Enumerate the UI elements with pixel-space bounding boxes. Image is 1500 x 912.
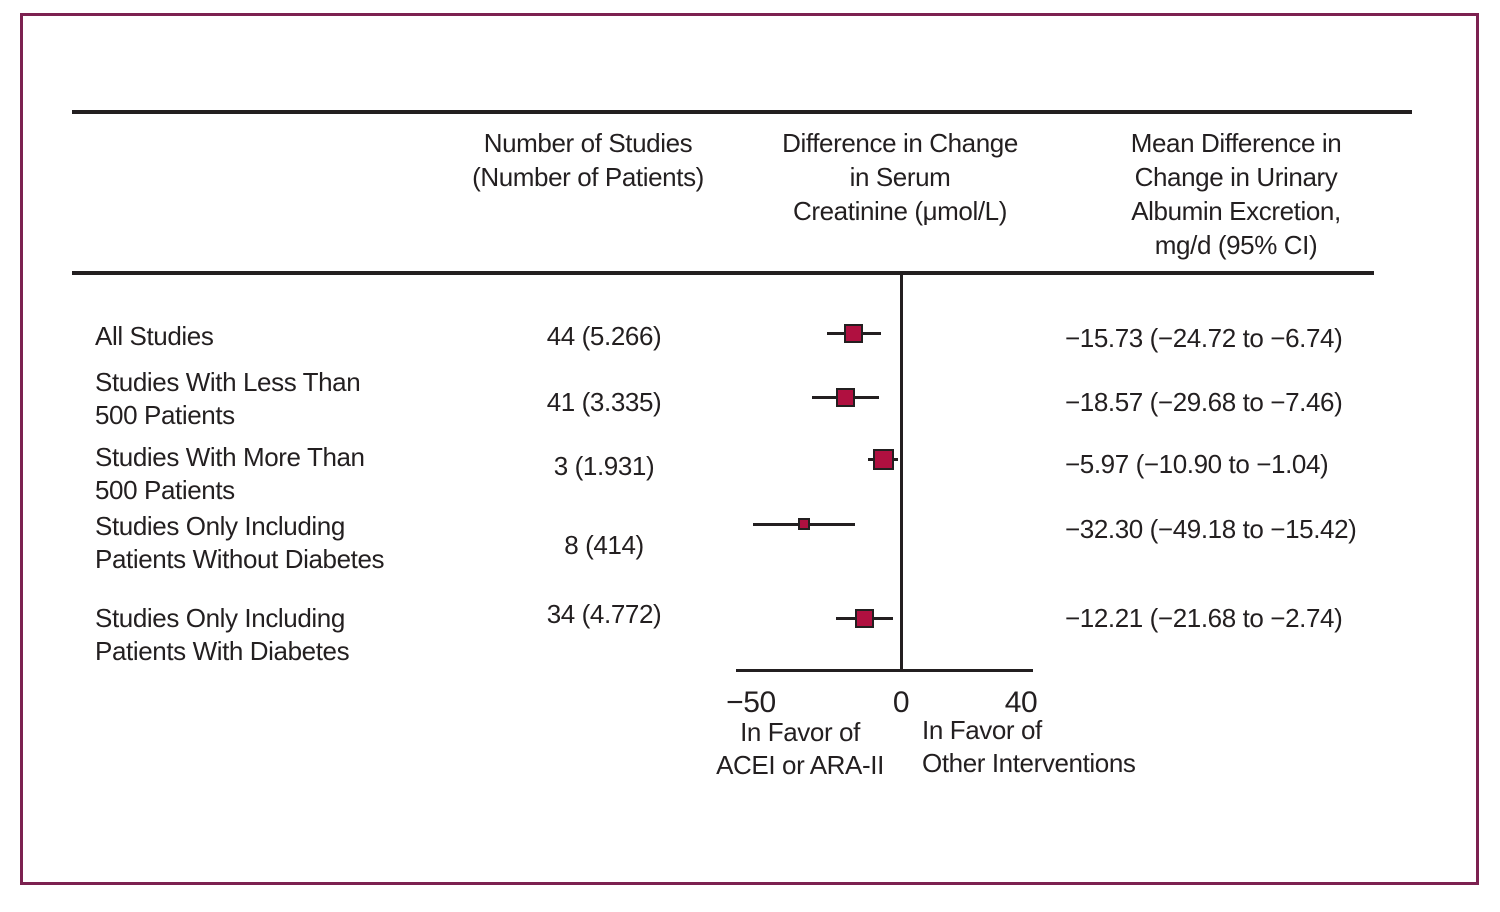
- row-label: Studies With More Than 500 Patients: [95, 442, 365, 505]
- mean-marker: [872, 448, 894, 470]
- row-ci-text: −12.21 (−21.68 to −2.74): [1065, 603, 1343, 633]
- row-label: Studies Only Including Patients Without …: [95, 511, 385, 574]
- figure-frame: [20, 13, 1479, 885]
- axis-note-favor-acei: In Favor of ACEI or ARA-II: [716, 717, 884, 780]
- row-ci-text: −32.30 (−49.18 to −15.42): [1065, 514, 1357, 544]
- row-studies-patients: 3 (1.931): [553, 451, 655, 481]
- row-label: Studies With Less Than 500 Patients: [95, 367, 361, 430]
- table-rule-top: [72, 110, 1412, 114]
- row-ci-text: −18.57 (−29.68 to −7.46): [1065, 387, 1343, 417]
- table-rule-header-bottom: [72, 271, 1374, 275]
- axis-tick-label: −50: [726, 686, 776, 719]
- mean-marker: [835, 387, 855, 407]
- row-label: Studies Only Including Patients With Dia…: [95, 603, 350, 666]
- column-header-serum-creatinine: Difference in Change in Serum Creatinine…: [782, 128, 1018, 226]
- axis-tick-label: 0: [892, 686, 910, 719]
- row-label: All Studies: [95, 321, 214, 351]
- column-header-urinary-albumin: Mean Difference in Change in Urinary Alb…: [1130, 128, 1342, 260]
- row-studies-patients: 44 (5.266): [546, 321, 662, 351]
- row-studies-patients: 41 (3.335): [546, 387, 662, 417]
- row-ci-text: −5.97 (−10.90 to −1.04): [1065, 449, 1329, 479]
- zero-reference-line: [900, 275, 903, 669]
- row-studies-patients: 34 (4.772): [546, 599, 662, 629]
- row-studies-patients: 8 (414): [564, 530, 644, 560]
- mean-marker: [854, 608, 874, 628]
- column-header-number-of-studies: Number of Studies (Number of Patients): [472, 128, 704, 192]
- row-ci-text: −15.73 (−24.72 to −6.74): [1065, 323, 1343, 353]
- mean-marker: [798, 518, 811, 530]
- axis-tick-label: 40: [1004, 686, 1038, 719]
- axis-note-favor-other: In Favor of Other Interventions: [922, 715, 1136, 778]
- mean-marker: [844, 323, 864, 343]
- x-axis-line: [736, 669, 1033, 672]
